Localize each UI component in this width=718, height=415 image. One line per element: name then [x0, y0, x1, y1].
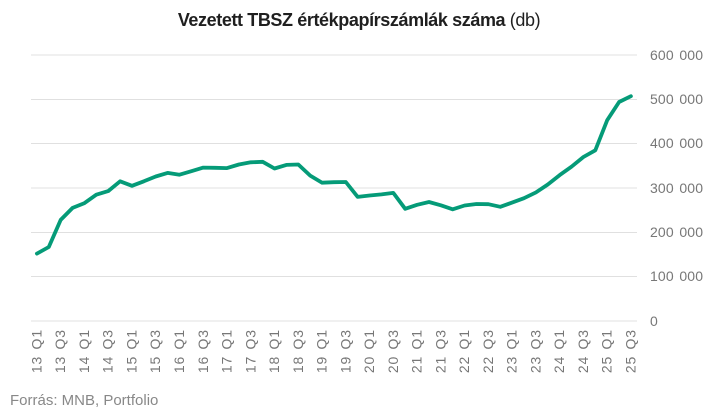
svg-text:23 Q1: 23 Q1 — [504, 329, 520, 373]
svg-text:18 Q3: 18 Q3 — [290, 329, 306, 373]
svg-text:19 Q3: 19 Q3 — [337, 329, 353, 373]
svg-text:16 Q3: 16 Q3 — [195, 329, 211, 373]
svg-text:17 Q3: 17 Q3 — [242, 329, 258, 373]
svg-text:15 Q1: 15 Q1 — [124, 329, 140, 373]
svg-text:22 Q3: 22 Q3 — [480, 329, 496, 373]
svg-text:25 Q3: 25 Q3 — [622, 329, 638, 373]
svg-text:23 Q3: 23 Q3 — [527, 329, 543, 373]
svg-text:24 Q3: 24 Q3 — [575, 329, 591, 373]
svg-text:21 Q1: 21 Q1 — [409, 329, 425, 373]
svg-text:14 Q3: 14 Q3 — [100, 329, 116, 373]
svg-text:21 Q3: 21 Q3 — [432, 329, 448, 373]
svg-text:19 Q1: 19 Q1 — [314, 329, 330, 373]
svg-text:15 Q3: 15 Q3 — [147, 329, 163, 373]
svg-text:24 Q1: 24 Q1 — [551, 329, 567, 373]
svg-text:25 Q1: 25 Q1 — [599, 329, 615, 373]
svg-text:13 Q3: 13 Q3 — [52, 329, 68, 373]
svg-text:18 Q1: 18 Q1 — [266, 329, 282, 373]
svg-text:17 Q1: 17 Q1 — [219, 329, 235, 373]
svg-text:14 Q1: 14 Q1 — [76, 329, 92, 373]
svg-text:20 Q3: 20 Q3 — [385, 329, 401, 373]
svg-text:22 Q1: 22 Q1 — [456, 329, 472, 373]
svg-text:16 Q1: 16 Q1 — [171, 329, 187, 373]
svg-text:20 Q1: 20 Q1 — [361, 329, 377, 373]
svg-text:13 Q1: 13 Q1 — [28, 329, 44, 373]
